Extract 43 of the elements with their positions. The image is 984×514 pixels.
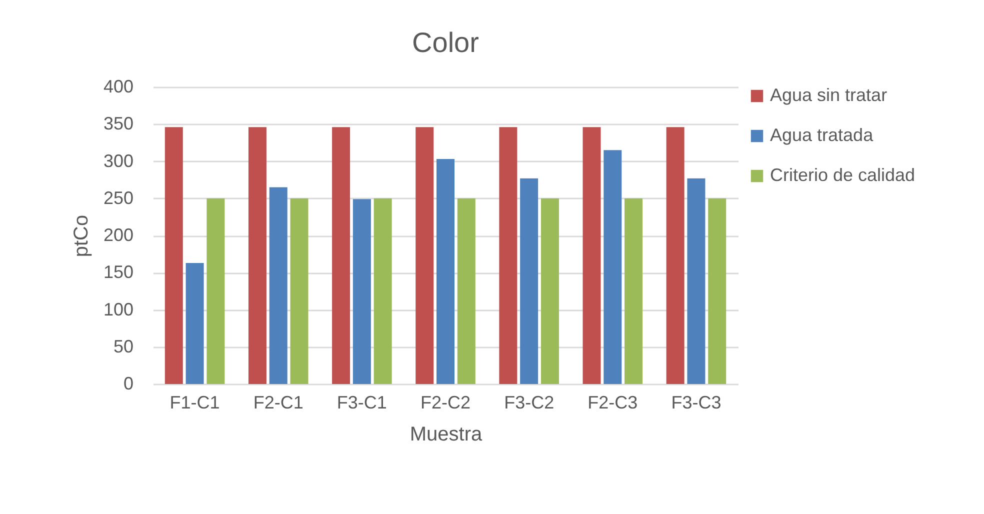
bar xyxy=(352,199,371,384)
y-tick-label: 300 xyxy=(103,150,134,171)
bar xyxy=(666,127,684,384)
y-tick-label: 350 xyxy=(103,114,134,134)
x-tick-label: F2-C3 xyxy=(588,392,638,412)
bar xyxy=(416,127,434,384)
legend-label: Agua tratada xyxy=(770,125,874,145)
y-tick-label: 50 xyxy=(113,336,134,356)
bar xyxy=(332,127,350,384)
bar xyxy=(582,127,601,384)
bar xyxy=(520,178,538,384)
x-axis-title: Muestra xyxy=(410,424,483,446)
bar xyxy=(436,159,454,384)
bar xyxy=(186,262,204,384)
y-tick-label: 0 xyxy=(123,374,134,394)
bar xyxy=(687,178,706,384)
bar xyxy=(206,198,225,384)
bar xyxy=(269,187,288,384)
bar xyxy=(290,198,308,384)
bar xyxy=(499,127,518,384)
x-tick-label: F3-C3 xyxy=(671,392,722,412)
bar xyxy=(624,198,643,384)
y-tick-label: 150 xyxy=(103,262,134,282)
bar xyxy=(374,198,392,384)
x-tick-label: F2-C1 xyxy=(253,392,304,412)
y-tick-label: 400 xyxy=(103,76,134,96)
y-tick-label: 250 xyxy=(103,188,134,208)
bar xyxy=(164,127,183,384)
bar xyxy=(248,127,266,384)
x-tick-label: F2-C2 xyxy=(420,392,471,412)
legend-label: Agua sin tratar xyxy=(770,85,888,105)
bar xyxy=(604,150,622,384)
x-tick-label: F3-C1 xyxy=(336,392,387,412)
bar xyxy=(540,198,559,384)
bar xyxy=(708,198,726,384)
legend-label: Criterio de calidad xyxy=(770,165,916,185)
y-axis-title: ptCo xyxy=(70,214,92,258)
y-tick-label: 200 xyxy=(103,225,134,245)
bar xyxy=(457,198,476,384)
y-tick-label: 100 xyxy=(103,299,134,320)
x-tick-label: F1-C1 xyxy=(170,392,220,412)
x-tick-label: F3-C2 xyxy=(504,392,554,412)
chart-title: Color xyxy=(412,27,479,58)
